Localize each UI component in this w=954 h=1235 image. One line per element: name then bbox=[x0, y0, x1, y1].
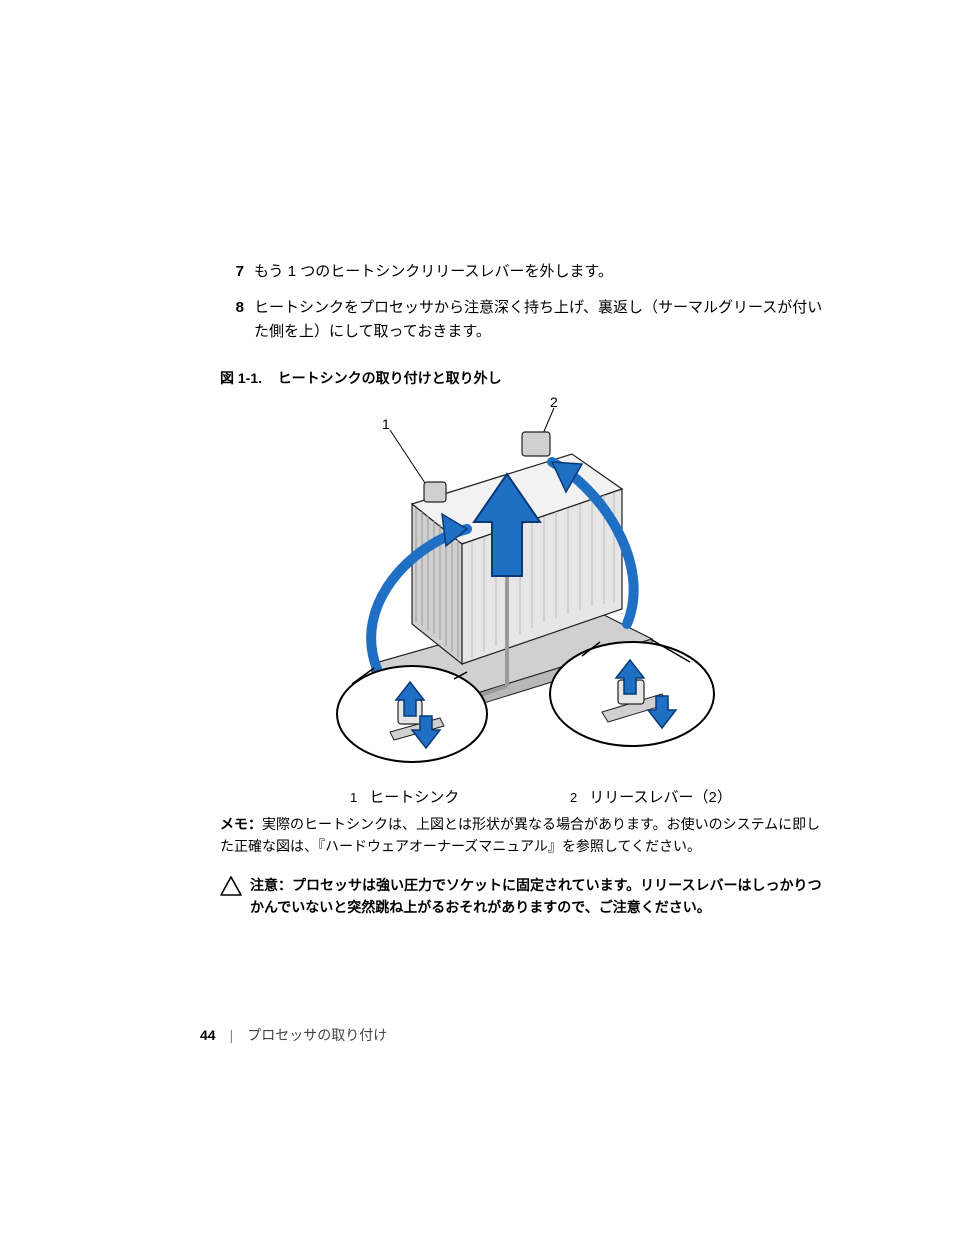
step-7: 7 もう 1 つのヒートシンクリリースレバーを外します。 bbox=[220, 260, 824, 284]
legend-num: 1 bbox=[350, 790, 357, 805]
caution: 注意：プロセッサは強い圧力でソケットに固定されています。リリースレバーはしっかり… bbox=[220, 874, 824, 919]
footer-page-number: 44 bbox=[200, 1027, 216, 1043]
heatsink-svg bbox=[282, 394, 762, 774]
caution-icon bbox=[220, 874, 250, 919]
step-text: ヒートシンクをプロセッサから注意深く持ち上げ、裏返し（サーマルグリースが付いた側… bbox=[254, 296, 824, 344]
heatsink-figure: 1 2 bbox=[282, 394, 762, 774]
legend-label: ヒートシンク bbox=[369, 786, 459, 807]
figure-legend: 1 ヒートシンク 2 リリースレバー（2） bbox=[350, 786, 824, 807]
caution-text: 注意：プロセッサは強い圧力でソケットに固定されています。リリースレバーはしっかり… bbox=[250, 874, 824, 919]
footer-separator: | bbox=[230, 1027, 234, 1043]
caution-label: 注意： bbox=[250, 877, 292, 893]
legend-item-1: 1 ヒートシンク bbox=[350, 786, 570, 807]
caution-body: プロセッサは強い圧力でソケットに固定されています。リリースレバーはしっかりつかん… bbox=[250, 877, 822, 915]
legend-item-2: 2 リリースレバー（2） bbox=[570, 786, 732, 807]
callout-2: 2 bbox=[550, 394, 558, 410]
note: メモ：実際のヒートシンクは、上図とは形状が異なる場合があります。お使いのシステム… bbox=[220, 813, 824, 858]
legend-label: リリースレバー（2） bbox=[589, 786, 732, 807]
figure-caption-prefix: 図 1-1. bbox=[220, 370, 262, 386]
callout-1: 1 bbox=[382, 416, 390, 432]
page: 7 もう 1 つのヒートシンクリリースレバーを外します。 8 ヒートシンクをプロ… bbox=[0, 0, 954, 1235]
footer-section-title: プロセッサの取り付け bbox=[247, 1025, 387, 1045]
step-number: 7 bbox=[220, 260, 254, 284]
step-text: もう 1 つのヒートシンクリリースレバーを外します。 bbox=[254, 260, 824, 284]
figure-caption: 図 1-1. ヒートシンクの取り付けと取り外し bbox=[220, 368, 824, 388]
note-text: 実際のヒートシンクは、上図とは形状が異なる場合があります。お使いのシステムに即し… bbox=[220, 816, 820, 854]
step-8: 8 ヒートシンクをプロセッサから注意深く持ち上げ、裏返し（サーマルグリースが付い… bbox=[220, 296, 824, 344]
step-number: 8 bbox=[220, 296, 254, 344]
page-footer: 44 | プロセッサの取り付け bbox=[200, 1025, 387, 1045]
note-label: メモ： bbox=[220, 816, 262, 832]
legend-num: 2 bbox=[570, 790, 577, 805]
figure-caption-text: ヒートシンクの取り付けと取り外し bbox=[278, 370, 502, 386]
